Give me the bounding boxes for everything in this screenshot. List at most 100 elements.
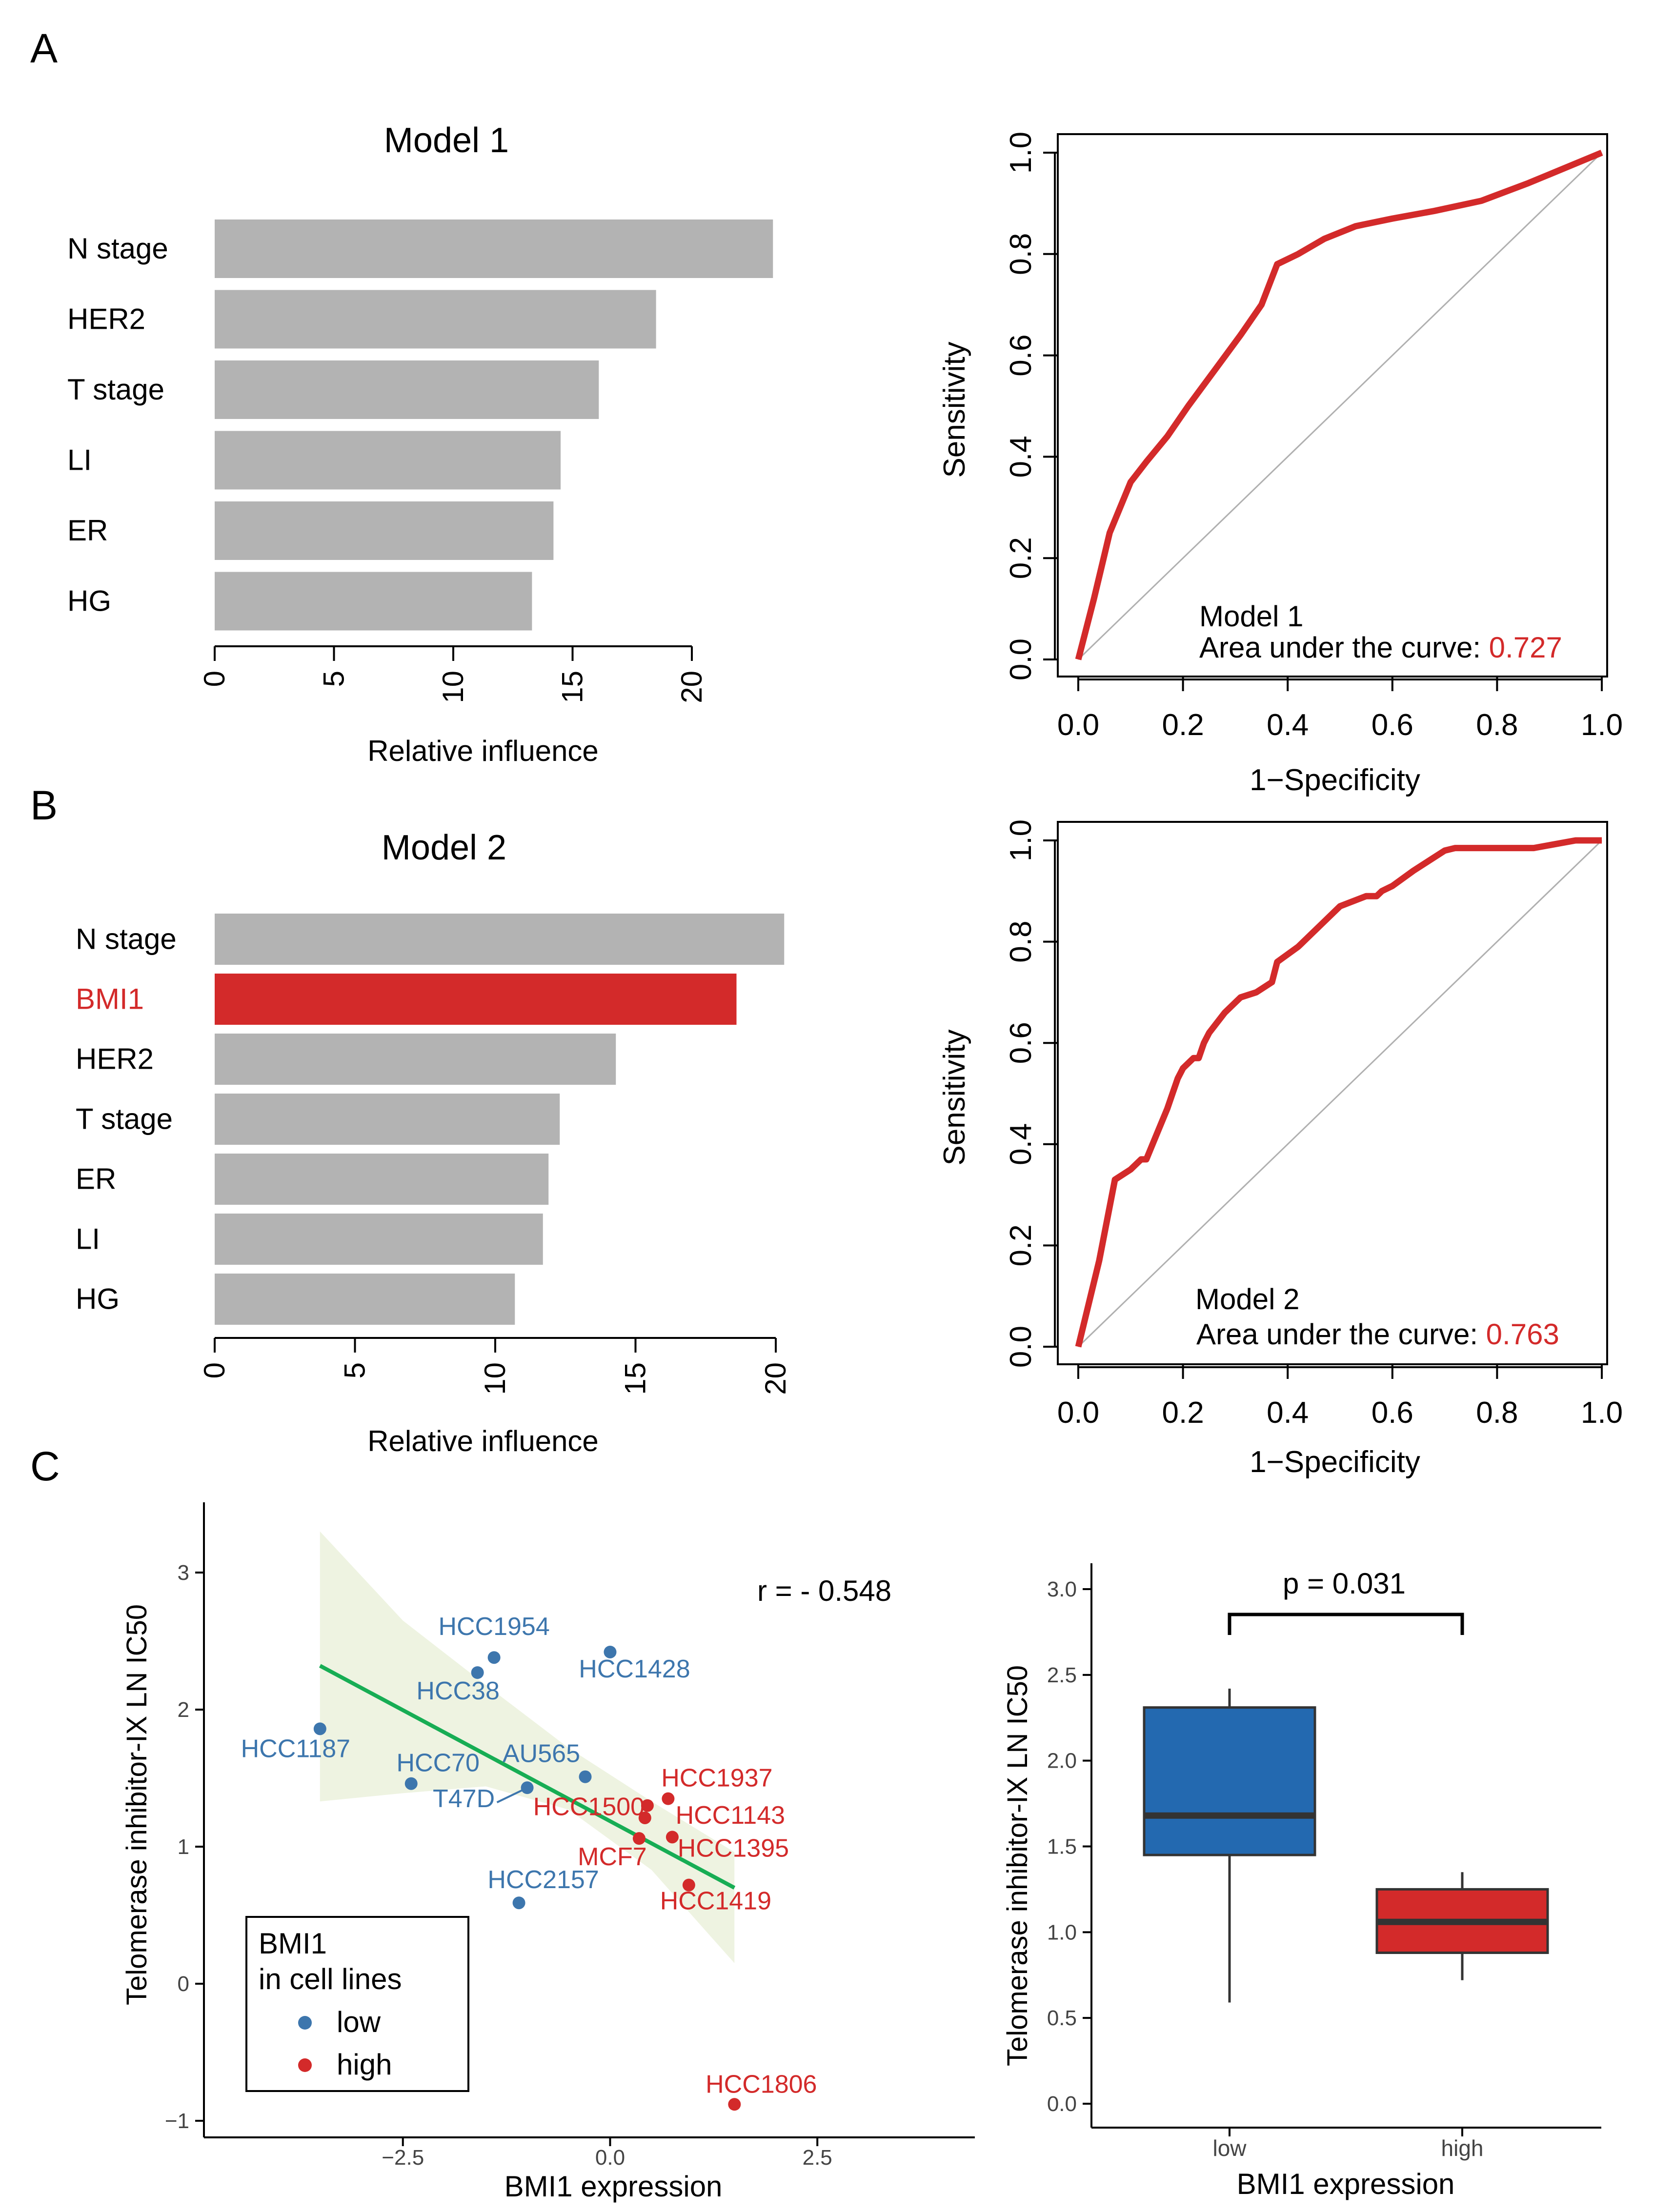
y-tick-label: 1.0 (1004, 132, 1038, 174)
legend-title-line1: BMI1 (259, 1927, 327, 1960)
y-tick-label: −1 (165, 2109, 189, 2133)
x-tick-label: 5 (318, 671, 350, 687)
x-tick-label: 20 (675, 671, 708, 703)
panel-label-c: C (30, 1443, 60, 1489)
model1-roc-chart: 0.0 0.2 0.4 0.6 0.8 1.0 0.0 0.2 0.4 0.6 0.8 1.0 1−… (938, 132, 1623, 797)
bar-her2 (215, 1034, 616, 1085)
legend-label-low: low (337, 2006, 381, 2038)
x-tick-label: 2.5 (803, 2146, 832, 2170)
x-tick-label: −2.5 (382, 2146, 424, 2170)
roc-curve (1075, 837, 1602, 1348)
x-tick-label: 0.2 (1162, 708, 1204, 742)
x-tick-label: 15 (556, 671, 589, 703)
bar-label-er: ER (67, 514, 108, 547)
x-tick-label: 0.0 (1057, 1396, 1099, 1430)
x-axis: 0 5 10 15 20 (198, 645, 708, 703)
auc-value: 0.727 (1489, 631, 1562, 664)
y-tick-label: 0.6 (1004, 334, 1038, 376)
significance-bracket (1228, 1613, 1464, 1635)
box-low (1143, 1706, 1316, 1856)
y-tick-label: 2.0 (1047, 1749, 1077, 1773)
bar-label-n-stage: N stage (67, 232, 168, 265)
model1-title: Model 1 (384, 121, 509, 160)
bar-label-li: LI (67, 444, 92, 477)
y-tick-label: 1.0 (1004, 819, 1038, 861)
point-hcc38 (471, 1666, 484, 1679)
model2-title: Model 2 (382, 828, 506, 867)
p-value-label: p = 0.031 (1283, 1567, 1406, 1600)
y-tick-label: 0 (178, 1972, 189, 1996)
point-label-hcc1143: HCC1143 (676, 1801, 785, 1830)
point-label-hcc70: HCC70 (396, 1749, 480, 1777)
x-tick-label: 10 (437, 671, 469, 703)
point-label-mcf7: MCF7 (578, 1843, 647, 1871)
confidence-band (320, 1531, 735, 1963)
bar-hg (215, 1274, 515, 1325)
x-tick-label: 0.4 (1267, 1396, 1309, 1430)
roc-curve (1075, 149, 1603, 660)
x-tick-label: 0.0 (595, 2146, 625, 2170)
point-label-hcc1954: HCC1954 (438, 1613, 549, 1641)
bar-n-stage (215, 219, 773, 278)
bar-t-stage (215, 360, 599, 419)
point-hcc1143 (638, 1811, 651, 1824)
x-tick-label: 0.4 (1267, 708, 1309, 742)
legend-marker-high (298, 2058, 312, 2072)
reference-diagonal (1077, 152, 1603, 660)
bar-t-stage (215, 1094, 560, 1145)
x-axis: 0 5 10 15 20 (198, 1337, 792, 1395)
auc-annotation: Area under the curve: 0.763 (1196, 1318, 1559, 1351)
bar-label-er: ER (76, 1163, 116, 1196)
auc-value: 0.763 (1486, 1318, 1559, 1351)
y-axis-label: Sensitivity (938, 1029, 971, 1165)
x-axis: low high (1091, 2127, 1601, 2161)
x-tick-label: 0.6 (1372, 708, 1413, 742)
x-tick-label-high: high (1441, 2135, 1484, 2161)
point-label-hcc1419: HCC1419 (660, 1887, 771, 1915)
y-tick-label: 0.4 (1004, 1123, 1038, 1165)
x-axis-label: Relative influence (367, 735, 599, 767)
x-tick-label: 0 (198, 1362, 231, 1378)
point-label-hcc1428: HCC1428 (579, 1655, 690, 1683)
y-axis-label: Telomerase inhibitor-IX LN IC50 (1002, 1665, 1033, 2066)
point-leader-line (496, 1789, 524, 1803)
y-tick-label: 0.4 (1004, 436, 1038, 478)
bar-label-t-stage: T stage (67, 373, 164, 406)
point-mcf7 (632, 1832, 645, 1845)
x-tick-label: 0 (198, 671, 231, 687)
x-axis: 0.0 0.2 0.4 0.6 0.8 1.0 (1057, 1364, 1623, 1430)
y-tick-label: 1 (178, 1835, 189, 1859)
point-label-t47d: T47D (433, 1785, 495, 1813)
y-tick-label: 0.5 (1047, 2006, 1077, 2030)
y-axis: 0.0 0.2 0.4 0.6 0.8 1.0 (1004, 819, 1058, 1368)
bar-label-t-stage: T stage (76, 1103, 173, 1136)
point-hcc2157 (512, 1896, 525, 1910)
regression-line (319, 1664, 736, 1890)
annotation-model: Model 2 (1195, 1283, 1299, 1315)
y-tick-label: 2.5 (1047, 1663, 1077, 1687)
point-hcc1395 (666, 1831, 679, 1844)
x-tick-label: 1.0 (1581, 708, 1623, 742)
y-tick-label: 1.5 (1047, 1835, 1077, 1859)
panel-label-b: B (30, 782, 58, 828)
y-axis-label: Sensitivity (938, 341, 971, 478)
point-hcc1954 (487, 1651, 501, 1664)
bar-label-n-stage: N stage (76, 923, 177, 956)
point-label-hcc1500: HCC1500 (533, 1793, 645, 1821)
y-tick-label: 3 (178, 1561, 189, 1585)
x-tick-label: 1.0 (1581, 1396, 1623, 1430)
y-axis-label: Telomerase inhibitor-IX LN IC50 (121, 1604, 153, 2005)
point-hcc1428 (604, 1645, 617, 1658)
y-tick-label: 0.8 (1004, 233, 1038, 275)
bar-label-hg: HG (67, 585, 111, 618)
bar-er (215, 1154, 549, 1205)
model1-importance-chart: Model 1 N stage HER2 T stage LI ER HG 0 5 10 15 2… (67, 121, 773, 767)
point-hcc1419 (682, 1878, 695, 1892)
bar-label-hg: HG (76, 1283, 120, 1315)
point-label-au565: AU565 (503, 1740, 580, 1768)
legend-title-line2: in cell lines (259, 1963, 402, 1995)
y-tick-label: 0.2 (1004, 537, 1038, 579)
point-hcc1937 (662, 1792, 675, 1805)
y-tick-label: 1.0 (1047, 1920, 1077, 1944)
